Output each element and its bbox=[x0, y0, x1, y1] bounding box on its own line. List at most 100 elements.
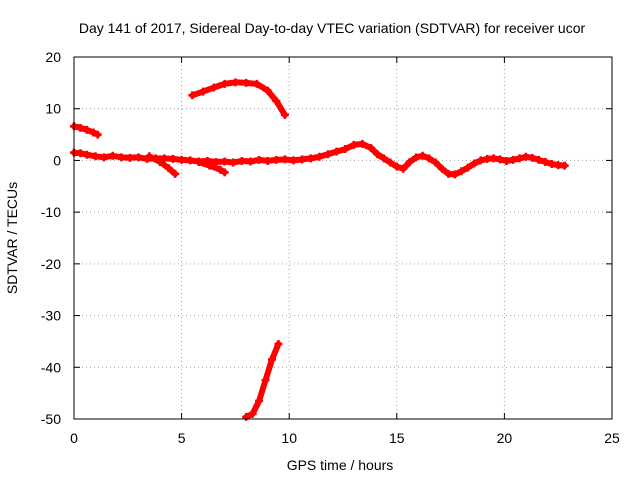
data-point bbox=[528, 153, 537, 162]
data-point bbox=[255, 396, 264, 405]
data-point bbox=[134, 153, 143, 162]
data-point bbox=[274, 340, 283, 349]
data-point bbox=[392, 162, 401, 171]
y-tick-label: -30 bbox=[41, 308, 61, 324]
data-point bbox=[463, 163, 472, 172]
data-point bbox=[76, 149, 85, 158]
data-point bbox=[255, 155, 264, 164]
data-point bbox=[171, 169, 180, 178]
data-point bbox=[272, 96, 281, 105]
data-point bbox=[209, 83, 218, 92]
y-tick-label: 20 bbox=[45, 49, 61, 65]
data-point bbox=[220, 168, 229, 177]
x-axis: 0 5 10 15 20 25 bbox=[70, 57, 620, 446]
plot-frame bbox=[73, 56, 613, 420]
data-point bbox=[476, 156, 485, 165]
data-point bbox=[76, 123, 85, 132]
y-tick-label: -40 bbox=[41, 359, 61, 375]
data-point bbox=[82, 150, 91, 159]
data-point bbox=[160, 154, 169, 163]
data-point bbox=[117, 153, 126, 162]
data-point bbox=[248, 409, 257, 418]
data-point bbox=[168, 154, 177, 163]
series-trace bbox=[189, 79, 288, 118]
data-point bbox=[379, 154, 388, 163]
data-point bbox=[220, 79, 229, 88]
data-point bbox=[252, 79, 261, 88]
x-tick-label: 10 bbox=[281, 430, 297, 446]
data-point bbox=[108, 151, 117, 160]
data-point bbox=[199, 87, 208, 96]
data-point bbox=[267, 355, 276, 364]
data-point bbox=[89, 128, 98, 137]
data-point bbox=[515, 154, 524, 163]
data-point bbox=[332, 147, 341, 156]
x-tick-label: 5 bbox=[178, 430, 186, 446]
data-point bbox=[431, 158, 440, 167]
data-point bbox=[412, 153, 421, 162]
data-point bbox=[457, 167, 466, 176]
data-point bbox=[93, 130, 102, 139]
data-point bbox=[280, 110, 289, 119]
data-point bbox=[242, 412, 251, 421]
data-point bbox=[194, 157, 203, 166]
data-point bbox=[91, 152, 100, 161]
data-point bbox=[534, 155, 543, 164]
data-point bbox=[425, 154, 434, 163]
data-point bbox=[82, 125, 91, 134]
data-point bbox=[272, 155, 281, 164]
y-tick-label: -20 bbox=[41, 256, 61, 272]
data-point bbox=[366, 144, 375, 153]
y-axis-label: SDTVAR / TECUs bbox=[4, 182, 20, 294]
data-point bbox=[358, 139, 367, 148]
data-point bbox=[263, 86, 272, 95]
series-early-segment bbox=[70, 122, 102, 139]
data-point bbox=[341, 145, 350, 154]
chart-title: Day 141 of 2017, Sidereal Day-to-day VTE… bbox=[79, 20, 586, 36]
series-trace bbox=[146, 153, 179, 177]
data-point bbox=[437, 164, 446, 173]
data-point bbox=[231, 78, 240, 87]
data-point bbox=[156, 157, 165, 166]
data-point bbox=[186, 156, 195, 165]
data-point bbox=[323, 150, 332, 159]
data-point bbox=[298, 155, 307, 164]
data-point bbox=[349, 140, 358, 149]
data-point bbox=[242, 78, 251, 87]
grid bbox=[74, 57, 612, 419]
data-point bbox=[280, 155, 289, 164]
data-point bbox=[263, 156, 272, 165]
data-point bbox=[205, 161, 214, 170]
data-point bbox=[229, 158, 238, 167]
data-point bbox=[188, 91, 197, 100]
series-dip-branch-B bbox=[194, 157, 229, 177]
y-tick-label: -50 bbox=[41, 411, 61, 427]
y-tick-label: -10 bbox=[41, 204, 61, 220]
data-point bbox=[237, 156, 246, 165]
series-dip-branch-A bbox=[145, 152, 180, 178]
series-lower-segment bbox=[242, 340, 283, 421]
x-tick-label: 15 bbox=[389, 430, 405, 446]
data-point bbox=[399, 164, 408, 173]
data-point bbox=[100, 153, 109, 162]
data-point bbox=[177, 155, 186, 164]
data-point bbox=[470, 159, 479, 168]
data-point bbox=[450, 170, 459, 179]
data-point bbox=[541, 157, 550, 166]
data-point bbox=[560, 161, 569, 170]
series-upper-arc bbox=[188, 78, 289, 119]
data-point bbox=[289, 156, 298, 165]
data-point bbox=[164, 164, 173, 173]
series-trace bbox=[195, 159, 228, 176]
x-tick-label: 20 bbox=[497, 430, 513, 446]
series-main-trace bbox=[70, 139, 569, 179]
y-tick-label: 10 bbox=[45, 101, 61, 117]
data-point bbox=[212, 157, 221, 166]
data-point bbox=[315, 152, 324, 161]
data-point bbox=[220, 157, 229, 166]
data-point bbox=[496, 155, 505, 164]
data-point bbox=[386, 158, 395, 167]
data-point bbox=[145, 152, 154, 161]
x-tick-label: 0 bbox=[70, 430, 78, 446]
